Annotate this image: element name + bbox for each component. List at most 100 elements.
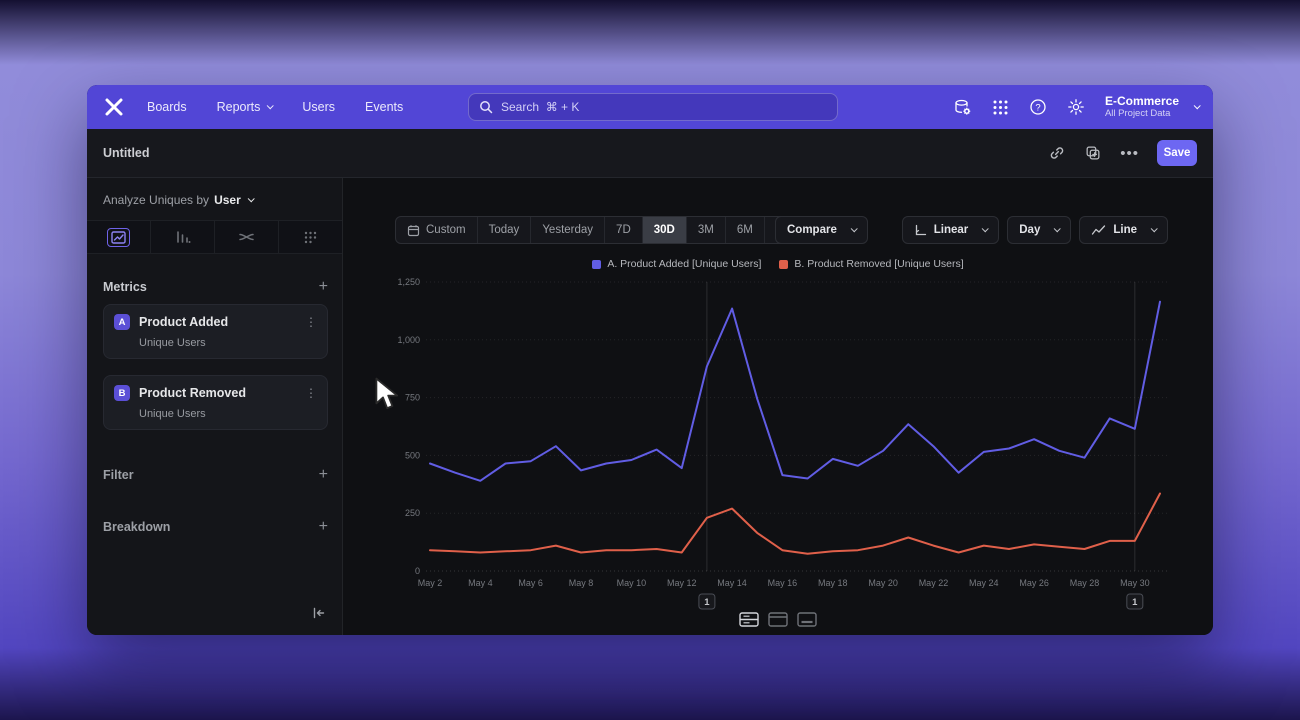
nav-item-users[interactable]: Users [302, 100, 335, 114]
svg-text:?: ? [1035, 103, 1040, 114]
report-title[interactable]: Untitled [103, 146, 150, 160]
project-scope: All Project Data [1104, 108, 1171, 119]
range-yesterday-button[interactable]: Yesterday [531, 217, 606, 243]
range-label: Custom [426, 224, 466, 236]
compare-label: Compare [787, 224, 837, 236]
metric-measure[interactable]: Unique Users [139, 408, 206, 420]
svg-text:May 8: May 8 [569, 578, 594, 588]
add-filter-button[interactable]: + [318, 466, 328, 483]
metric-card-b[interactable]: B Product Removed ⋮ Unique Users [103, 375, 328, 430]
range-today-button[interactable]: Today [478, 217, 532, 243]
analyze-prefix: Analyze Uniques by [103, 193, 210, 207]
legend-label-b: B. Product Removed [Unique Users] [794, 258, 964, 270]
svg-text:May 20: May 20 [868, 578, 898, 588]
line-chart[interactable]: 0 250 500 750 1,000 1,250 1 1 May 2 May 4 May 6 May… [343, 274, 1213, 619]
more-options-icon[interactable]: ••• [1120, 144, 1139, 162]
filter-title: Filter [103, 468, 134, 482]
mixpanel-logo-icon[interactable] [103, 97, 125, 117]
analyze-by-row: Analyze Uniques by User [103, 190, 328, 210]
chart-panel: Custom Today Yesterday 7D 30D 3M 6M 12M … [343, 178, 1213, 635]
legend-item-b[interactable]: B. Product Removed [Unique Users] [779, 258, 964, 270]
svg-text:1: 1 [1132, 597, 1138, 608]
search-input[interactable] [501, 100, 827, 114]
duplicate-icon[interactable] [1084, 144, 1102, 162]
report-header-bar: Untitled ••• Save [87, 129, 1213, 178]
chart-display-controls: Linear Day Line [901, 216, 1168, 244]
date-range-segmented-control: Custom Today Yesterday 7D 30D 3M 6M 12M [395, 216, 811, 244]
layout-split-icon-active[interactable] [738, 611, 760, 628]
nav-item-reports[interactable]: Reports [217, 100, 275, 114]
interval-label: Day [1019, 224, 1041, 236]
svg-text:1: 1 [704, 597, 710, 608]
compare-dropdown[interactable]: Compare [775, 216, 868, 244]
metrics-section-header: Metrics + [103, 278, 328, 295]
metric-menu-icon[interactable]: ⋮ [305, 315, 317, 329]
legend-swatch-b [779, 259, 789, 269]
chevron-down-icon [981, 224, 989, 232]
nav-item-boards[interactable]: Boards [147, 100, 187, 114]
help-icon[interactable]: ? [1029, 98, 1047, 116]
scale-label: Linear [933, 224, 969, 236]
svg-text:May 4: May 4 [468, 578, 493, 588]
chevron-down-icon [1054, 224, 1062, 232]
nav-item-events[interactable]: Events [365, 100, 403, 114]
nav-item-label: Events [365, 100, 404, 114]
range-3m-button[interactable]: 3M [687, 217, 726, 243]
share-link-icon[interactable] [1048, 144, 1066, 162]
viz-tab-flows[interactable] [215, 221, 279, 253]
range-label: 30D [653, 224, 675, 236]
filter-section-header: Filter + [103, 466, 328, 483]
analyze-entity-dropdown[interactable]: User [214, 193, 255, 207]
save-button[interactable]: Save [1157, 140, 1197, 166]
apps-grid-icon[interactable] [992, 99, 1009, 116]
line-chart-icon [107, 227, 130, 247]
mouse-cursor [374, 377, 402, 416]
viz-tab-insights-selected[interactable] [87, 221, 151, 253]
viz-tab-retention[interactable] [279, 221, 342, 253]
svg-text:May 26: May 26 [1019, 578, 1049, 588]
svg-text:May 12: May 12 [667, 578, 697, 588]
project-name: E-Commerce [1104, 94, 1179, 108]
range-30d-button-active[interactable]: 30D [642, 217, 687, 243]
svg-text:May 22: May 22 [919, 578, 949, 588]
global-search[interactable] [468, 93, 838, 121]
metric-name: Product Added [139, 315, 229, 329]
chart-type-label: Line [1113, 224, 1137, 236]
legend-item-a[interactable]: A. Product Added [Unique Users] [592, 258, 761, 270]
metrics-title: Metrics [103, 280, 147, 294]
nav-item-label: Users [302, 100, 336, 114]
chart-type-dropdown[interactable]: Line [1079, 216, 1168, 244]
top-navbar: Boards Reports Users Events [87, 85, 1213, 129]
interval-dropdown[interactable]: Day [1007, 216, 1072, 244]
collapse-sidebar-icon[interactable] [311, 606, 326, 625]
add-breakdown-button[interactable]: + [318, 518, 328, 535]
project-selector[interactable]: E-Commerce All Project Data [1104, 94, 1201, 119]
data-management-icon[interactable] [953, 98, 972, 117]
svg-text:750: 750 [405, 393, 420, 403]
settings-gear-icon[interactable] [1067, 98, 1085, 116]
range-custom-button[interactable]: Custom [396, 217, 478, 243]
chevron-down-icon [850, 224, 858, 232]
breakdown-title: Breakdown [103, 520, 171, 534]
nav-item-label: Boards [147, 100, 187, 114]
metric-menu-icon[interactable]: ⋮ [305, 386, 317, 400]
bar-chart-icon [176, 231, 190, 243]
metric-card-a[interactable]: A Product Added ⋮ Unique Users [103, 304, 328, 359]
metric-measure[interactable]: Unique Users [139, 337, 206, 349]
range-7d-button[interactable]: 7D [605, 217, 643, 243]
viz-tab-funnels[interactable] [151, 221, 215, 253]
line-type-icon [1092, 225, 1106, 235]
layout-table-icon[interactable] [796, 611, 818, 628]
legend-swatch-a [592, 259, 602, 269]
add-metric-button[interactable]: + [318, 278, 328, 295]
svg-text:0: 0 [415, 566, 420, 576]
range-label: Today [488, 224, 520, 236]
layout-chart-icon[interactable] [767, 611, 789, 628]
primary-nav: Boards Reports Users Events [147, 100, 403, 114]
range-label: 6M [736, 224, 753, 236]
scale-dropdown[interactable]: Linear [901, 216, 1000, 244]
visualization-tabs [87, 220, 342, 254]
flows-icon [239, 233, 254, 241]
range-6m-button[interactable]: 6M [726, 217, 765, 243]
svg-text:May 28: May 28 [1070, 578, 1100, 588]
